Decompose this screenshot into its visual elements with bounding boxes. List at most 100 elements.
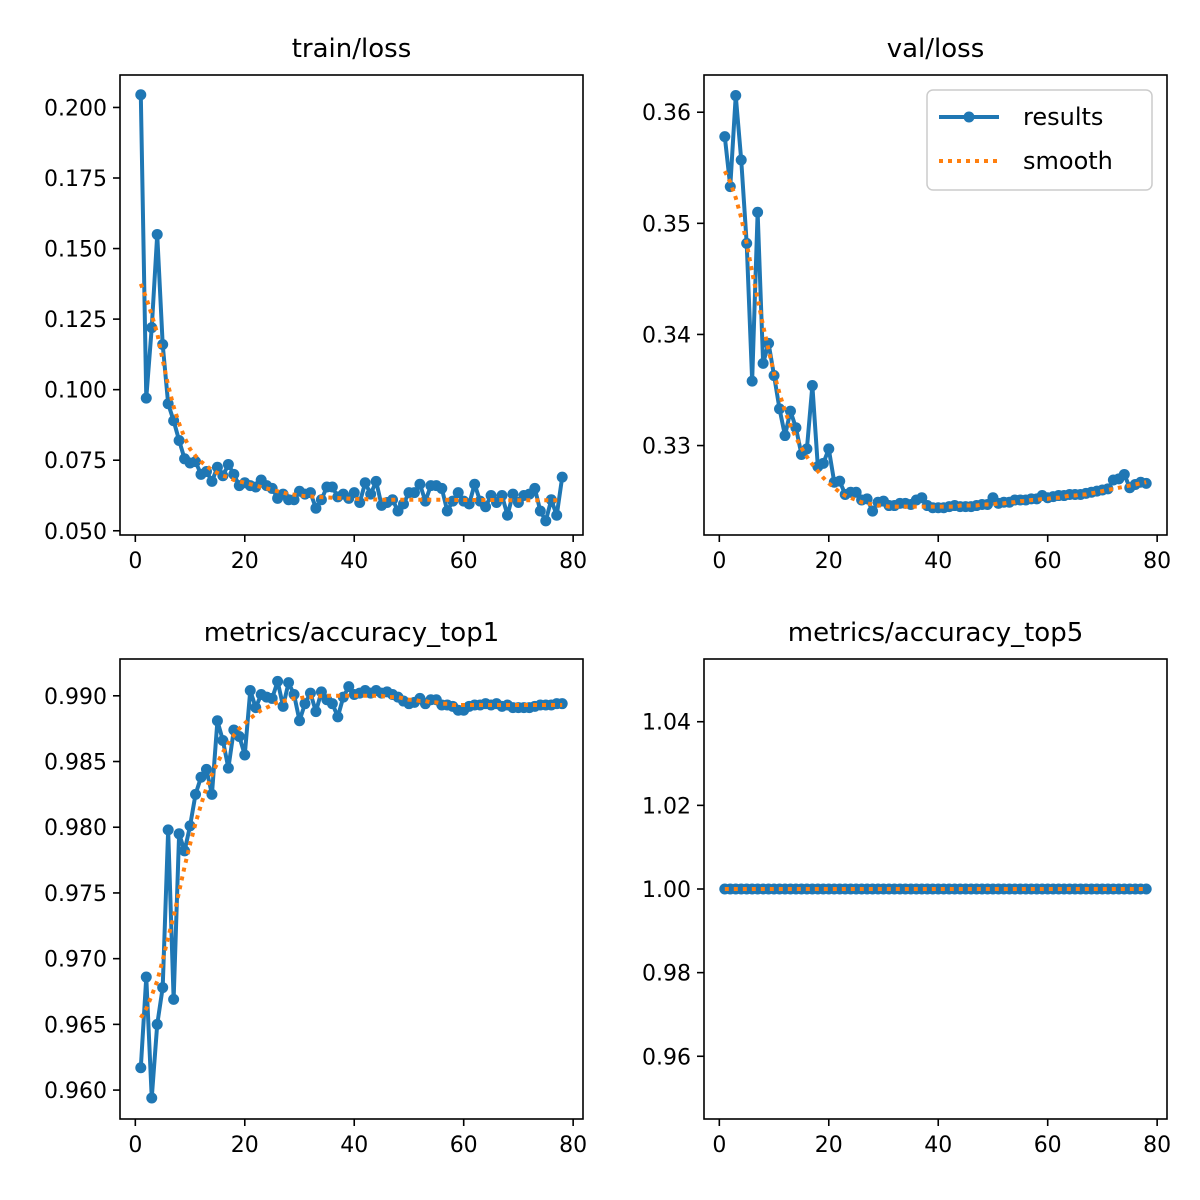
data-point xyxy=(211,715,223,727)
y-tick-label: 0.150 xyxy=(44,238,107,263)
x-tick-label: 0 xyxy=(128,549,142,574)
data-point xyxy=(551,509,563,521)
x-tick-label: 40 xyxy=(340,1133,368,1158)
x-tick-label: 60 xyxy=(450,1133,478,1158)
y-tick-label: 0.965 xyxy=(44,1013,107,1038)
data-point xyxy=(790,422,802,434)
data-point xyxy=(233,731,245,743)
chart-panel-3: metrics/accuracy_top1 0 20 40 60 80 0.960 0.965… xyxy=(44,618,587,1158)
data-point xyxy=(1102,483,1114,495)
axes-frame xyxy=(119,74,584,536)
legend-label-results: results xyxy=(1023,103,1103,131)
y-tick-label: 0.175 xyxy=(44,167,107,192)
data-point xyxy=(140,971,152,983)
x-tick-label: 80 xyxy=(559,1133,587,1158)
data-point xyxy=(162,824,174,836)
x-tick-label: 20 xyxy=(231,1133,259,1158)
y-tick-label: 0.990 xyxy=(44,685,107,710)
data-point xyxy=(135,89,147,101)
legend: results smooth xyxy=(926,89,1153,191)
data-point xyxy=(370,475,382,487)
series-line-smooth xyxy=(139,693,563,1019)
y-tick-label: 0.34 xyxy=(642,323,691,348)
y-tick-label: 0.100 xyxy=(44,379,107,404)
y-tick-label: 0.98 xyxy=(642,962,691,987)
data-point xyxy=(730,90,742,102)
plot-area xyxy=(719,883,1152,895)
data-point xyxy=(529,482,541,494)
data-point xyxy=(310,706,322,718)
data-point xyxy=(288,494,300,506)
y-tick-label: 0.960 xyxy=(44,1079,107,1104)
y-tick-label: 0.985 xyxy=(44,751,107,776)
data-point xyxy=(806,380,818,392)
legend-label-smooth: smooth xyxy=(1023,147,1113,175)
data-point xyxy=(916,492,928,504)
data-point xyxy=(315,494,327,506)
y-tick-label: 0.36 xyxy=(642,101,691,126)
series-line-smooth xyxy=(138,283,563,503)
data-point xyxy=(135,1062,147,1074)
axes-frame xyxy=(119,658,584,1120)
data-point xyxy=(779,430,791,442)
data-point xyxy=(348,487,360,499)
y-tick-label: 0.33 xyxy=(642,435,691,460)
data-point xyxy=(195,771,207,783)
data-point xyxy=(343,681,355,693)
data-point xyxy=(774,403,786,415)
x-tick-label: 80 xyxy=(559,549,587,574)
series-line-results xyxy=(138,94,565,523)
data-point xyxy=(140,392,152,404)
data-point xyxy=(850,486,862,498)
data-point xyxy=(222,762,234,774)
x-tick-label: 0 xyxy=(712,549,726,574)
data-point xyxy=(746,375,758,387)
data-point xyxy=(266,692,278,704)
data-point xyxy=(496,489,508,501)
data-point xyxy=(326,481,338,493)
data-point xyxy=(1140,883,1152,895)
data-point xyxy=(272,675,284,687)
data-point xyxy=(861,493,873,505)
x-tick-label: 20 xyxy=(231,549,259,574)
legend-marker-results xyxy=(963,111,975,123)
data-point xyxy=(222,458,234,470)
y-tick-label: 0.200 xyxy=(44,96,107,121)
data-point xyxy=(146,1092,158,1104)
x-tick-label: 40 xyxy=(924,1133,952,1158)
data-point xyxy=(244,685,256,697)
series-line-smooth xyxy=(723,170,1147,509)
data-point xyxy=(452,487,464,499)
data-point xyxy=(735,154,747,166)
series-line-results xyxy=(138,679,563,1100)
y-tick-label: 0.050 xyxy=(44,520,107,545)
data-point xyxy=(283,677,295,689)
chart-panel-2: val/loss 0 20 40 60 80 0.33 0.34 0.35 0.36 results… xyxy=(642,34,1171,574)
x-tick-label: 40 xyxy=(924,549,952,574)
data-point xyxy=(332,711,344,723)
data-point xyxy=(217,734,229,746)
data-point xyxy=(408,487,420,499)
x-tick-label: 0 xyxy=(128,1133,142,1158)
x-tick-label: 60 xyxy=(1034,549,1062,574)
data-point xyxy=(277,700,289,712)
data-point xyxy=(540,515,552,527)
chart-title: metrics/accuracy_top5 xyxy=(788,618,1083,648)
x-tick-label: 60 xyxy=(1034,1133,1062,1158)
data-point xyxy=(834,475,846,487)
data-point xyxy=(817,457,829,469)
data-point xyxy=(200,763,212,775)
data-point xyxy=(436,482,448,494)
y-tick-label: 0.970 xyxy=(44,948,107,973)
y-tick-label: 1.00 xyxy=(642,878,691,903)
data-point xyxy=(441,505,453,517)
chart-panel-4: metrics/accuracy_top5 0 20 40 60 80 0.96 0.98 1.… xyxy=(642,618,1171,1158)
data-point xyxy=(534,505,546,517)
data-point xyxy=(206,788,218,800)
x-tick-label: 20 xyxy=(815,1133,843,1158)
plot-area xyxy=(135,89,568,527)
x-tick-label: 80 xyxy=(1143,1133,1171,1158)
chart-title: train/loss xyxy=(292,34,412,64)
y-tick-label: 0.980 xyxy=(44,816,107,841)
